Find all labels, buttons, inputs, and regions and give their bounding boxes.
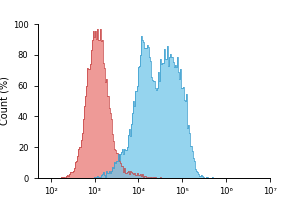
- Y-axis label: Count (%): Count (%): [0, 77, 10, 125]
